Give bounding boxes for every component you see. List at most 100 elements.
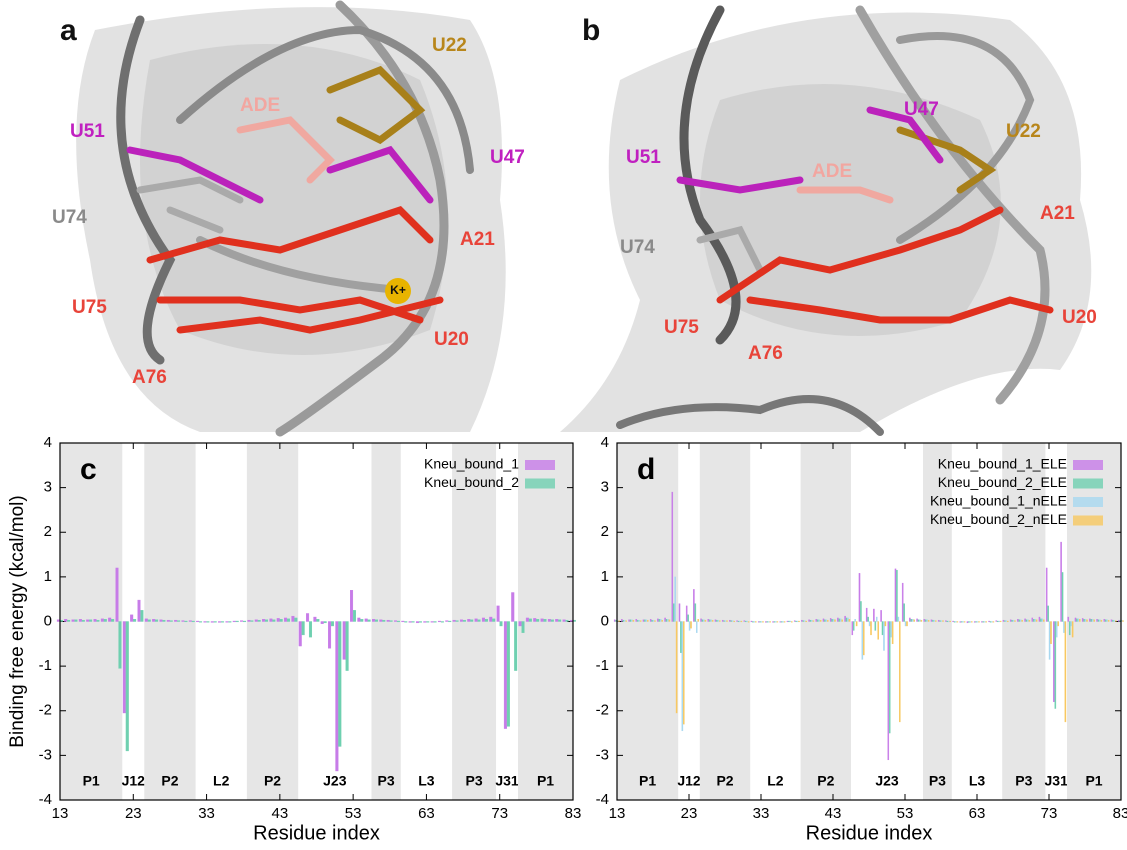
bar [930,619,933,622]
bar [916,618,918,622]
bar [975,621,977,623]
bar [909,617,911,622]
bar [96,619,100,622]
legend-label: Kneu_bound_1_nELE [930,493,1067,509]
bar [631,619,633,622]
bar [56,619,60,622]
bar [386,619,390,622]
bar [759,621,761,623]
bar [1041,618,1044,622]
region-label: J12 [677,773,701,789]
legend-label: Kneu_bound_2_nELE [930,511,1067,527]
legend-label: Kneu_bound_1 [424,456,519,472]
bar [865,607,868,622]
bar [924,619,927,622]
bar [1012,619,1015,622]
bar [963,621,966,623]
residue-label: U47 [904,99,939,120]
bar [521,621,525,633]
bar [320,621,324,624]
y-tick-label: 0 [44,612,52,629]
residue-label: U20 [1062,307,1097,328]
bar [284,617,288,622]
bar [511,592,515,622]
bar [819,619,822,622]
residue-label: U74 [52,207,87,228]
bar [991,621,993,623]
bar [736,620,738,622]
bar [700,618,702,622]
bar [1018,619,1021,622]
bar [243,620,247,623]
bar [988,620,990,623]
bar [93,619,97,622]
region-label: P1 [639,773,656,789]
y-tick-label: 3 [44,479,52,496]
bar [683,621,685,725]
bar [1009,619,1012,622]
bar [707,619,710,622]
bar [837,617,839,622]
bar [860,601,862,622]
bar [115,567,119,622]
x-axis-label: Residue index [253,822,380,844]
bar [768,621,770,623]
bar [995,620,998,622]
bar [459,619,463,622]
bar [562,619,566,622]
bar [696,621,698,633]
bar [665,619,668,622]
bar [724,620,727,622]
bar [1090,619,1093,622]
bar [668,619,671,622]
x-tick-label: 53 [897,805,914,822]
legend-swatch [1073,478,1103,489]
legend-swatch [525,478,555,489]
bar [827,619,829,622]
bar [851,621,854,636]
bar [946,620,949,623]
bar [1099,619,1101,622]
bar [1079,619,1081,622]
bar [81,619,85,622]
bar [133,619,137,622]
legend-swatch [1073,460,1103,470]
bar [913,619,915,622]
bar [301,621,305,636]
bar [750,620,753,623]
bar [959,621,962,623]
bar [159,619,163,622]
bar [1011,619,1013,622]
bar [1063,621,1065,633]
bar [489,616,493,622]
bar [1057,621,1059,627]
bar [711,619,714,622]
bar [518,621,522,627]
bar [690,621,692,629]
bar [445,620,449,622]
x-tick-label: 23 [125,805,142,822]
bar [272,619,276,622]
residue-label: U20 [434,329,469,350]
bar [130,614,134,622]
bar [122,621,126,714]
x-tick-label: 13 [609,805,626,822]
bar [1068,621,1071,636]
bar [624,619,626,622]
bar [169,620,173,622]
bar [232,620,236,623]
bar [514,621,518,671]
bar [162,619,166,622]
y-axis-label: Binding free energy (kcal/mol) [7,495,28,747]
region-label: P1 [83,773,100,789]
bar [1007,620,1009,623]
bar [335,621,339,772]
bar [430,621,434,623]
bar [1093,619,1095,622]
bar [917,619,920,622]
bar [477,619,481,622]
bar [772,621,774,623]
region-label: L3 [969,773,986,789]
region-label: L2 [213,773,230,789]
bar [306,613,310,622]
